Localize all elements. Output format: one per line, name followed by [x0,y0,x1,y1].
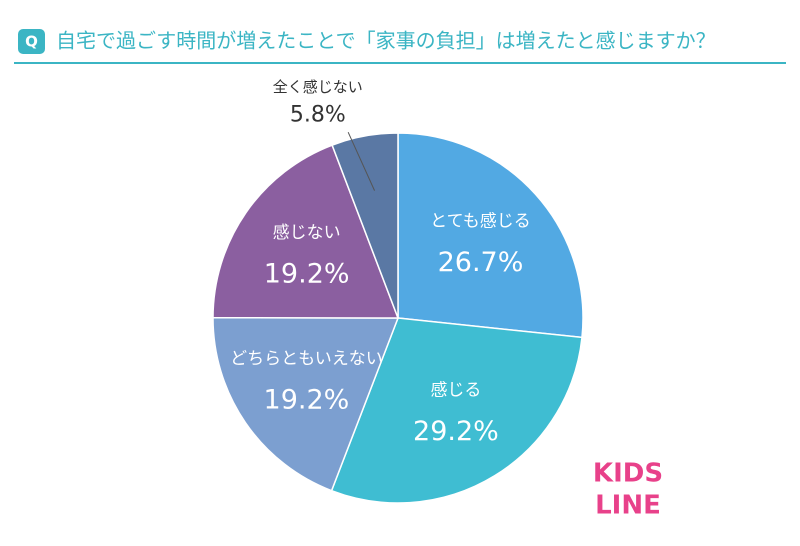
logo-line: LINE [595,491,661,521]
pie-slice [212,316,400,492]
slice-value: 19.2% [264,258,350,289]
slice-label: どちらともいえない [230,349,383,369]
badge-box [18,29,45,54]
pie-slice [331,132,399,319]
slice-label: 全く感じない [273,78,363,96]
slice-value: 26.7% [438,247,524,278]
chart-title: 自宅で過ごす時間が増えたことで「家事の負担」は増えたと感じますか？ [56,29,716,53]
pie-slice [212,144,400,319]
slice-label: とても感じる [430,212,531,232]
logo: KIDS LINE [593,459,663,521]
slice-value: 5.8% [290,103,346,128]
slice-value: 19.2% [264,384,350,415]
pie-slice [397,132,584,339]
slice-value: 29.2% [413,416,499,447]
pie-slice [330,317,583,504]
slice-label: 感じない [273,223,341,243]
badge: Q [25,33,38,51]
logo-line: KIDS [593,459,663,489]
slice-label: 感じる [430,381,481,401]
leader-line [347,131,376,191]
